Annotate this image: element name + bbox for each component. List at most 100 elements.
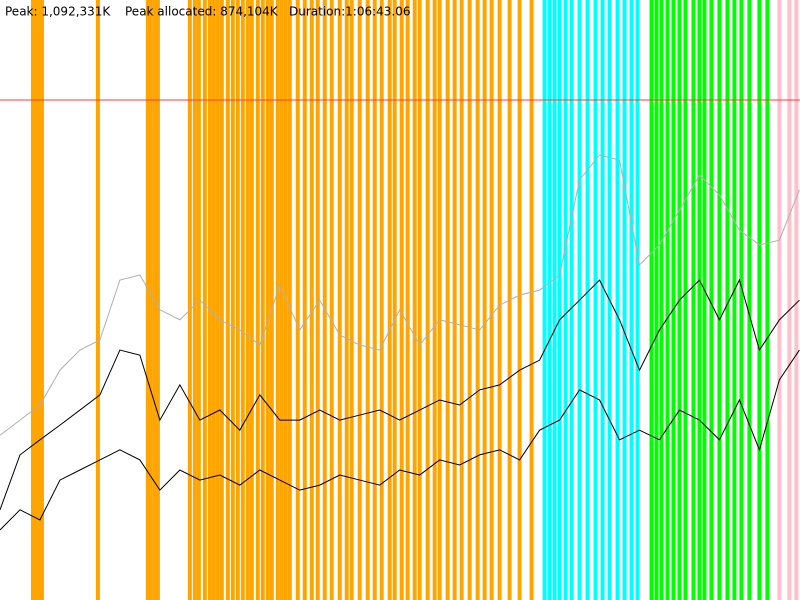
gc-event — [287, 0, 292, 600]
gc-event — [95, 0, 100, 600]
gc-event — [225, 0, 230, 600]
gc-event — [192, 0, 197, 600]
gc-event — [547, 0, 552, 600]
gc-event — [517, 0, 522, 600]
gc-event — [152, 0, 157, 600]
gc-event — [585, 0, 590, 600]
gc-event — [437, 0, 442, 600]
gc-event — [202, 0, 207, 600]
gc-event — [765, 0, 770, 600]
gc-event — [412, 0, 417, 600]
gc-event — [39, 0, 44, 600]
gc-event — [211, 0, 216, 600]
gc-event — [230, 0, 235, 600]
gc-event — [372, 0, 377, 600]
gc-event — [552, 0, 557, 600]
gc-event — [245, 0, 250, 600]
gc-event — [399, 0, 404, 600]
gc-event — [794, 0, 799, 600]
gc-event — [322, 0, 327, 600]
peak-allocated: Peak allocated: 874,104K — [125, 5, 279, 19]
gc-event — [557, 0, 562, 600]
gc-event — [725, 0, 730, 600]
gc-event — [467, 0, 472, 600]
gc-event — [600, 0, 605, 600]
gc-event — [717, 0, 722, 600]
gc-event — [459, 0, 464, 600]
gc-event — [269, 0, 274, 600]
gc-event — [569, 0, 574, 600]
gc-event — [196, 0, 201, 600]
gc-event — [563, 0, 568, 600]
gc-event — [629, 0, 634, 600]
gc-event — [635, 0, 640, 600]
gc-event — [615, 0, 620, 600]
gc-event — [683, 0, 688, 600]
gc-event — [283, 0, 288, 600]
gc-event — [349, 0, 354, 600]
gc-event — [148, 0, 153, 600]
gc-event — [357, 0, 362, 600]
gc-event — [337, 0, 342, 600]
gc-event — [405, 0, 410, 600]
gc-event — [260, 0, 265, 600]
series-line — [0, 349, 800, 531]
gc-event — [649, 0, 654, 600]
gc-event — [432, 0, 437, 600]
gc-event — [187, 0, 192, 600]
gc-event — [365, 0, 370, 600]
gc-event — [295, 0, 300, 600]
gc-event — [593, 0, 598, 600]
gc-event — [787, 0, 792, 600]
gc-event — [445, 0, 450, 600]
gc-event — [240, 0, 245, 600]
gc-event — [665, 0, 670, 600]
gc-event — [697, 0, 702, 600]
gc-event — [654, 0, 659, 600]
series-line — [0, 278, 800, 510]
gc-event — [36, 0, 41, 600]
gc-event — [33, 0, 38, 600]
gc-event — [265, 0, 270, 600]
gc-event — [747, 0, 752, 600]
gc-event — [622, 0, 627, 600]
gc-event — [329, 0, 334, 600]
gc-event — [691, 0, 696, 600]
gc-event — [315, 0, 320, 600]
gc-event — [739, 0, 744, 600]
duration: Duration:1:06:43.06 — [289, 5, 411, 19]
gc-event — [475, 0, 480, 600]
gc-event — [344, 0, 349, 600]
gc-event — [732, 0, 737, 600]
gc-event — [249, 0, 254, 600]
series-lines — [0, 154, 800, 531]
gc-event — [387, 0, 392, 600]
gc-event — [417, 0, 422, 600]
gc-event — [379, 0, 384, 600]
gc-event — [702, 0, 707, 600]
gc-event — [777, 0, 782, 600]
gc-event — [255, 0, 260, 600]
gc-event — [275, 0, 280, 600]
gc-event — [489, 0, 494, 600]
gc-event — [392, 0, 397, 600]
gc-event — [709, 0, 714, 600]
gc-event — [309, 0, 314, 600]
gc-event — [452, 0, 457, 600]
gc-event — [302, 0, 307, 600]
peak-label: Peak: 1,092,331K — [5, 5, 111, 19]
gc-event — [542, 0, 547, 600]
series-line — [0, 154, 800, 436]
gc-event — [219, 0, 224, 600]
gc-event — [215, 0, 220, 600]
gc-event — [279, 0, 284, 600]
gc-event — [497, 0, 502, 600]
gc-events — [30, 0, 799, 600]
gc-event — [207, 0, 212, 600]
gc-event — [659, 0, 664, 600]
gc-event — [757, 0, 762, 600]
gc-event — [30, 0, 35, 600]
gc-event — [529, 0, 534, 600]
